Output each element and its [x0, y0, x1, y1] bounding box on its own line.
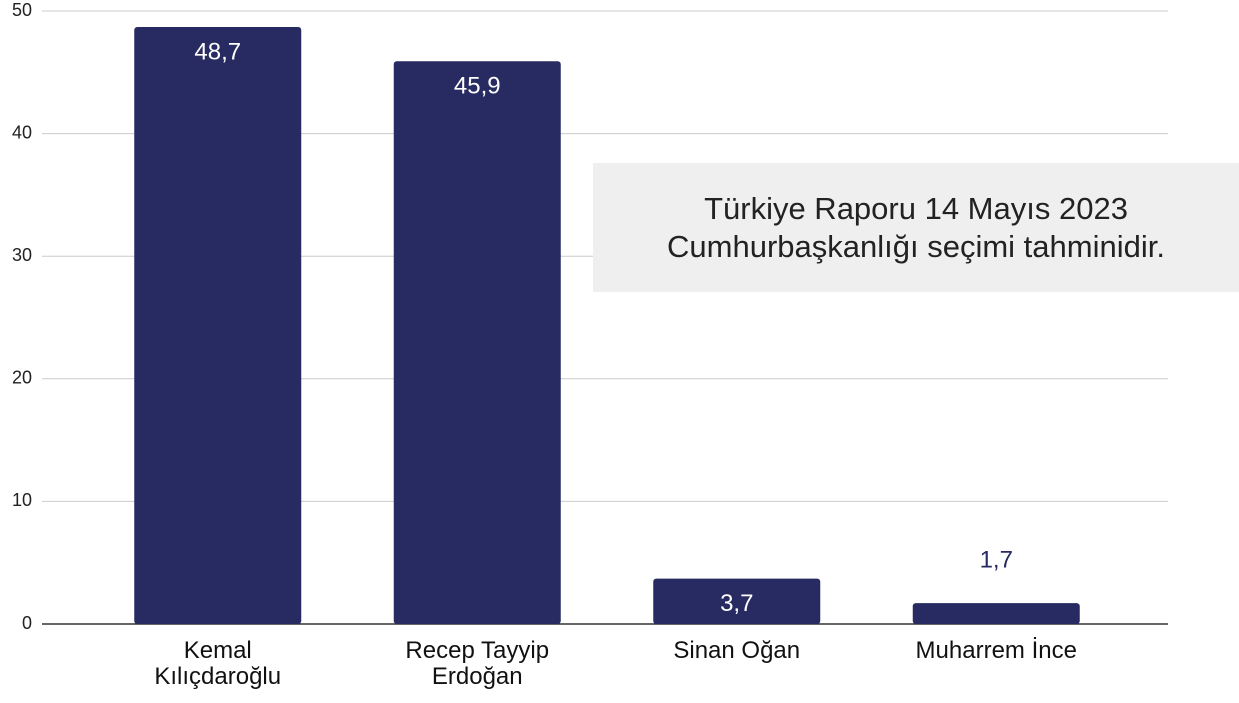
y-tick-label: 0: [22, 613, 32, 633]
annotation: Türkiye Raporu 14 Mayıs 2023 Cumhurbaşka…: [593, 163, 1239, 292]
x-tick-label: Muharrem İnce: [915, 637, 1077, 664]
y-tick-label: 30: [12, 245, 32, 265]
data-label: 48,7: [194, 38, 241, 65]
data-label: 45,9: [454, 73, 501, 100]
bar: [134, 26, 302, 625]
x-tick-label: Sinan Oğan: [673, 637, 801, 664]
data-label: 1,7: [980, 547, 1013, 574]
y-tick-label: 20: [12, 368, 32, 388]
y-tick-label: 50: [12, 0, 32, 20]
bar: [653, 578, 821, 624]
y-tick-label: 40: [12, 122, 32, 142]
y-tick-label: 10: [12, 490, 32, 510]
data-label: 3,7: [720, 590, 753, 617]
bar: [393, 61, 561, 625]
bar: [912, 603, 1080, 624]
x-tick-label: Kemal Kılıçdaroğlu: [154, 637, 282, 690]
x-tick-label: Recep Tayyip Erdoğan: [405, 637, 550, 690]
